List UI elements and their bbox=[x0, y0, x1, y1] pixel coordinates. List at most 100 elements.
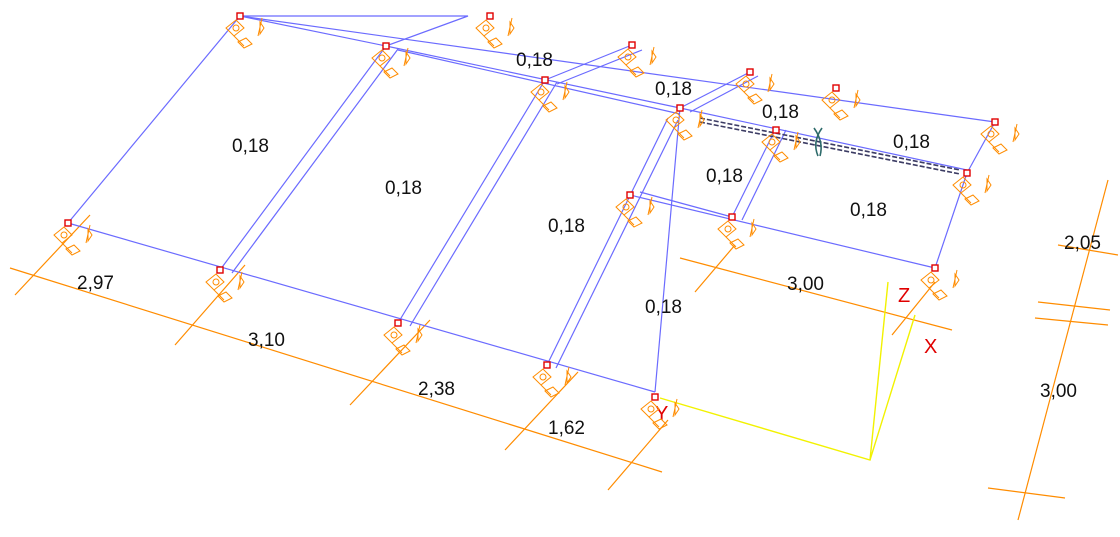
support-glyph bbox=[649, 199, 655, 215]
plate-7-label[interactable]: 0,18 bbox=[893, 132, 930, 153]
support-glyph bbox=[371, 49, 391, 67]
node-marker[interactable] bbox=[963, 169, 971, 177]
support-glyph bbox=[651, 49, 657, 65]
node-marker[interactable] bbox=[394, 319, 402, 327]
support-glyph bbox=[395, 344, 411, 356]
edge bbox=[239, 15, 469, 47]
dim-tick bbox=[349, 319, 431, 406]
support-glyph bbox=[225, 19, 245, 37]
plate-labels: 0,18 0,18 0,18 0,18 0,18 0,18 0,18 0,18 … bbox=[232, 50, 930, 318]
support-icon bbox=[640, 398, 680, 430]
edge bbox=[397, 79, 546, 324]
node-marker[interactable] bbox=[486, 12, 494, 20]
plate-6-label[interactable]: 0,18 bbox=[762, 102, 799, 123]
rigid-link-line bbox=[699, 121, 961, 175]
node-marker[interactable] bbox=[626, 191, 634, 199]
dim-tick bbox=[14, 214, 91, 296]
support-icon bbox=[530, 81, 570, 113]
edge bbox=[966, 121, 996, 174]
node-marker[interactable] bbox=[628, 41, 636, 49]
plate-2-label[interactable]: 0,18 bbox=[385, 178, 422, 199]
node-marker[interactable] bbox=[64, 219, 72, 227]
support-glyph bbox=[821, 91, 841, 109]
support-glyph bbox=[672, 116, 680, 124]
plate-9-label[interactable]: 0,18 bbox=[850, 200, 887, 221]
node-marker[interactable] bbox=[772, 126, 780, 134]
inner-dimension-line bbox=[679, 257, 953, 331]
support-glyph bbox=[729, 238, 745, 250]
plate-4-label[interactable]: 0,18 bbox=[548, 216, 585, 237]
support-glyph bbox=[747, 93, 763, 105]
node-marker[interactable] bbox=[382, 42, 390, 50]
support-glyph bbox=[627, 216, 643, 228]
plate-5-label[interactable]: 0,18 bbox=[655, 79, 692, 100]
support-icon bbox=[617, 46, 657, 78]
support-glyph bbox=[617, 48, 637, 66]
support-icon bbox=[53, 224, 93, 256]
node-marker[interactable] bbox=[728, 213, 736, 221]
node-marker[interactable] bbox=[543, 361, 551, 369]
support-glyph bbox=[717, 220, 737, 238]
dim-label-front-4: 1,62 bbox=[548, 418, 585, 439]
nodes-layer bbox=[64, 12, 999, 401]
support-glyph bbox=[259, 20, 265, 36]
edge bbox=[629, 194, 936, 269]
edge bbox=[654, 107, 681, 393]
rigid-link-line bbox=[699, 117, 961, 171]
support-glyph bbox=[60, 231, 68, 239]
support-glyph bbox=[53, 226, 73, 244]
support-glyph bbox=[237, 37, 253, 49]
node-marker[interactable] bbox=[991, 118, 999, 126]
support-glyph bbox=[674, 401, 680, 417]
node-marker[interactable] bbox=[541, 76, 549, 84]
node-marker[interactable] bbox=[832, 84, 840, 92]
support-glyph bbox=[768, 138, 776, 146]
support-icon bbox=[735, 73, 775, 105]
support-glyph bbox=[652, 418, 668, 430]
node-marker[interactable] bbox=[931, 264, 939, 272]
support-glyph bbox=[980, 125, 1000, 143]
support-glyph bbox=[959, 181, 967, 189]
node-marker[interactable] bbox=[651, 393, 659, 401]
support-glyph bbox=[65, 244, 81, 256]
node-marker[interactable] bbox=[216, 266, 224, 274]
dim-label-inner: 3,00 bbox=[787, 274, 824, 295]
support-glyph bbox=[964, 194, 980, 206]
support-icon bbox=[952, 174, 992, 206]
support-glyph bbox=[987, 130, 995, 138]
support-glyph bbox=[212, 278, 220, 286]
edge bbox=[385, 45, 681, 109]
plate-edges bbox=[67, 15, 996, 393]
support-glyph bbox=[855, 92, 861, 108]
support-glyph bbox=[383, 67, 399, 79]
plate-10-label[interactable]: 0,18 bbox=[645, 297, 682, 318]
support-glyph bbox=[751, 221, 757, 237]
plate-3-label[interactable]: 0,18 bbox=[516, 50, 553, 71]
edge bbox=[546, 117, 669, 366]
support-glyph bbox=[795, 134, 801, 150]
support-glyph bbox=[539, 373, 547, 381]
node-marker[interactable] bbox=[676, 104, 684, 112]
support-glyph bbox=[405, 50, 411, 66]
support-glyph bbox=[217, 291, 233, 303]
dim-tick bbox=[694, 244, 736, 293]
support-glyph bbox=[542, 101, 558, 113]
edge bbox=[219, 45, 387, 271]
support-icon bbox=[980, 123, 1020, 155]
left-edge bbox=[67, 15, 241, 224]
hinge-icon bbox=[814, 127, 823, 157]
dim-tick bbox=[987, 487, 1066, 499]
edge bbox=[397, 49, 681, 115]
edge bbox=[556, 49, 643, 85]
support-icon bbox=[225, 17, 265, 49]
node-marker[interactable] bbox=[236, 12, 244, 20]
edge bbox=[544, 44, 633, 81]
support-glyph bbox=[383, 326, 403, 344]
plate-8-label[interactable]: 0,18 bbox=[706, 166, 743, 187]
node-marker[interactable] bbox=[746, 68, 754, 76]
support-glyph bbox=[1014, 126, 1020, 142]
edge bbox=[741, 129, 787, 221]
plate-1-label[interactable]: 0,18 bbox=[232, 136, 269, 157]
